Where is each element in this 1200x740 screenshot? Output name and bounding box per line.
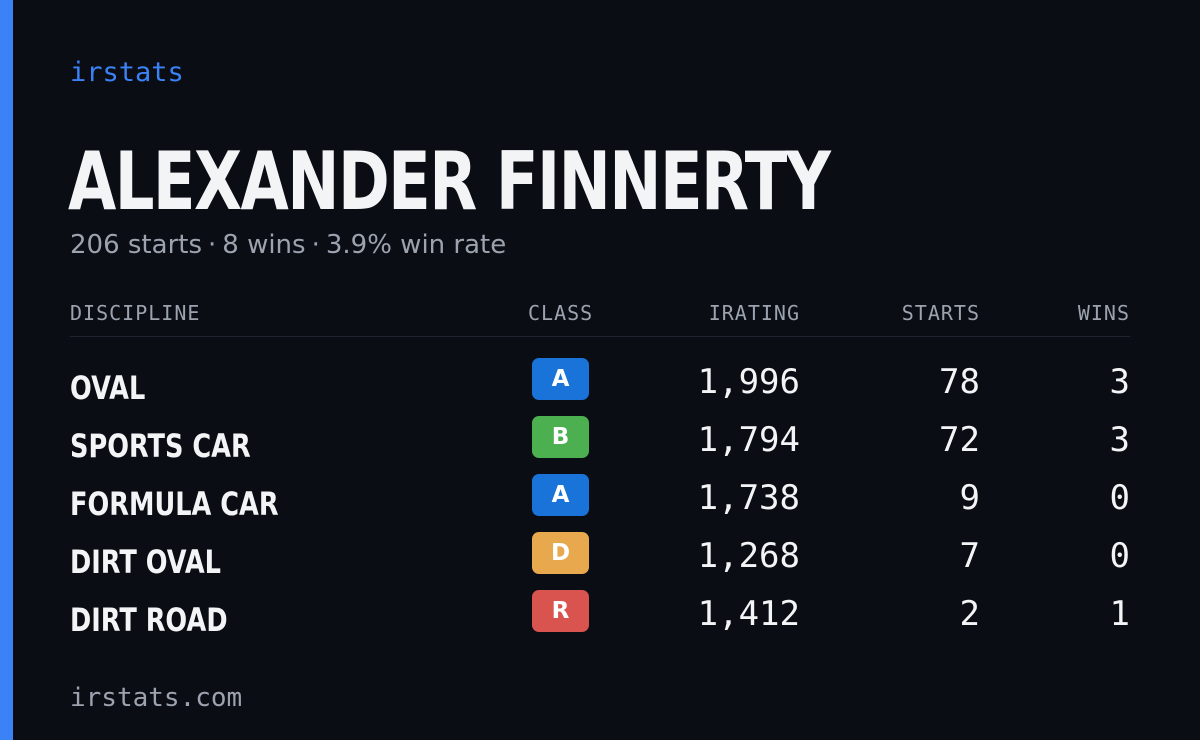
table-row: DIRT OVAL D 1,268 7 0 bbox=[70, 528, 1130, 586]
starts-value: 9 bbox=[959, 478, 980, 518]
class-letter: R bbox=[551, 598, 570, 624]
starts-summary: 206 starts bbox=[70, 230, 202, 260]
brand-logo[interactable]: irstats bbox=[70, 57, 184, 88]
footer-url[interactable]: irstats.com bbox=[70, 683, 243, 713]
class-letter: A bbox=[551, 366, 570, 392]
irating-value: 1,268 bbox=[697, 536, 800, 576]
starts-value: 78 bbox=[939, 362, 980, 402]
header-irating: IRATING bbox=[708, 301, 800, 325]
header-wins: WINS bbox=[1077, 301, 1130, 325]
wins-value: 3 bbox=[1109, 420, 1130, 460]
irating-value: 1,412 bbox=[697, 594, 800, 634]
class-badge: A bbox=[532, 358, 589, 400]
irating-value: 1,738 bbox=[697, 478, 800, 518]
wins-value: 3 bbox=[1109, 362, 1130, 402]
class-badge: A bbox=[532, 474, 589, 516]
starts-value: 2 bbox=[959, 594, 980, 634]
table-header: DISCIPLINE CLASS IRATING STARTS WINS bbox=[70, 298, 1130, 337]
driver-name: ALEXANDER FINNERTY bbox=[68, 135, 831, 228]
summary-separator: · bbox=[208, 230, 217, 260]
class-badge: B bbox=[532, 416, 589, 458]
header-discipline: DISCIPLINE bbox=[70, 301, 201, 325]
table-row: FORMULA CAR A 1,738 9 0 bbox=[70, 470, 1130, 528]
class-badge: R bbox=[532, 590, 589, 632]
discipline-name: OVAL bbox=[70, 369, 146, 407]
wins-value: 0 bbox=[1109, 536, 1130, 576]
irating-value: 1,996 bbox=[697, 362, 800, 402]
starts-value: 72 bbox=[939, 420, 980, 460]
table-row: OVAL A 1,996 78 3 bbox=[70, 354, 1130, 412]
class-letter: D bbox=[550, 540, 571, 566]
driver-summary: 206 starts · 8 wins · 3.9% win rate bbox=[70, 226, 506, 264]
class-badge: D bbox=[532, 532, 589, 574]
table-row: DIRT ROAD R 1,412 2 1 bbox=[70, 586, 1130, 644]
class-letter: B bbox=[551, 424, 570, 450]
discipline-name: FORMULA CAR bbox=[70, 485, 279, 523]
starts-value: 7 bbox=[959, 536, 980, 576]
discipline-name: SPORTS CAR bbox=[70, 427, 251, 465]
table-row: SPORTS CAR B 1,794 72 3 bbox=[70, 412, 1130, 470]
accent-bar bbox=[0, 0, 13, 740]
winrate-summary: 3.9% win rate bbox=[325, 230, 507, 260]
class-letter: A bbox=[551, 482, 570, 508]
header-starts: STARTS bbox=[901, 301, 980, 325]
header-class: CLASS bbox=[528, 301, 594, 325]
irating-value: 1,794 bbox=[697, 420, 800, 460]
discipline-name: DIRT ROAD bbox=[70, 601, 228, 639]
summary-separator: · bbox=[311, 230, 320, 260]
discipline-name: DIRT OVAL bbox=[70, 543, 221, 581]
wins-value: 1 bbox=[1109, 594, 1130, 634]
wins-summary: 8 wins bbox=[222, 230, 306, 260]
wins-value: 0 bbox=[1109, 478, 1130, 518]
